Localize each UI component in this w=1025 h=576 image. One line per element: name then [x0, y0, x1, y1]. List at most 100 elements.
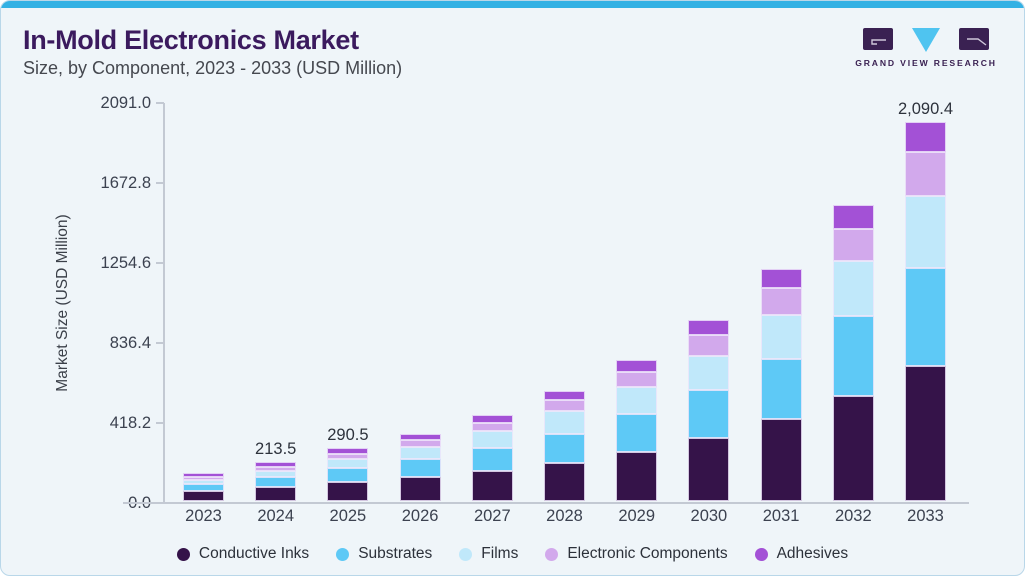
bar-2031 — [760, 269, 802, 501]
bar-2033-conductive-inks — [905, 366, 946, 501]
bar-2029-substrates — [616, 414, 658, 453]
y-tick-label-2091.0: 2091.0 — [100, 94, 151, 112]
bar-2025 — [327, 448, 369, 501]
bar-2032-substrates — [832, 316, 874, 397]
bar-2025-substrates — [327, 468, 369, 483]
bar-2031-adhesives — [760, 269, 802, 289]
legend: Conductive Inks Substrates Films Electronic… — [1, 545, 1024, 563]
bar-2032 — [832, 204, 874, 501]
x-tick-label-2024: 2024 — [257, 507, 295, 525]
x-tick-label-2026: 2026 — [401, 507, 439, 525]
x-tick-label-2023: 2023 — [185, 507, 222, 525]
chart-subtitle: Size, by Component, 2023 - 2033 (USD Mil… — [23, 58, 403, 78]
logo-v-icon — [912, 28, 940, 52]
legend-item-films: Films — [459, 545, 518, 563]
bar-2026-conductive-inks — [399, 477, 441, 501]
bar-2032-electronic-components — [832, 228, 874, 261]
gvr-logo: GRAND VIEW RESEARCH — [855, 28, 997, 68]
bar-2025-conductive-inks — [327, 482, 369, 501]
y-axis-line — [163, 103, 165, 503]
bar-2030-electronic-components — [688, 335, 730, 356]
bar-2026-films — [399, 447, 441, 460]
bar-2033 — [905, 121, 946, 501]
bar-2023-adhesives — [183, 473, 224, 477]
bar-2029 — [616, 359, 658, 501]
bar-2026-electronic-components — [399, 439, 441, 448]
bar-2033-adhesives — [905, 121, 946, 152]
bar-value-label-2024: 213.5 — [255, 440, 297, 459]
bar-2024-electronic-components — [255, 467, 297, 472]
bar-2027-electronic-components — [471, 422, 513, 432]
y-tick-mark-1672.8 — [156, 182, 164, 184]
bar-2023-substrates — [183, 484, 224, 492]
bar-2028-adhesives — [544, 390, 585, 401]
x-tick-label-2032: 2032 — [834, 507, 872, 525]
y-tick-label-836.4: 836.4 — [109, 334, 151, 352]
bar-2023-electronic-components — [183, 476, 224, 481]
bar-2025-films — [327, 459, 369, 469]
legend-label: Substrates — [358, 545, 433, 562]
bar-2025-adhesives — [327, 448, 369, 454]
bar-2032-films — [832, 260, 874, 317]
bar-2029-conductive-inks — [616, 452, 658, 501]
y-tick-mark-836.4 — [156, 342, 164, 344]
bar-2028-electronic-components — [544, 400, 585, 412]
bar-2030-films — [688, 355, 730, 390]
logo-r-icon — [959, 28, 989, 50]
bar-2024-films — [255, 471, 297, 477]
bar-2023-films — [183, 480, 224, 485]
card-accent-bar — [1, 1, 1024, 8]
x-axis-line — [123, 502, 969, 504]
bar-2031-films — [760, 314, 802, 359]
bar-2033-substrates — [905, 268, 946, 367]
x-tick-label-2027: 2027 — [473, 507, 511, 525]
bar-2031-electronic-components — [760, 288, 802, 315]
legend-label: Films — [481, 545, 519, 562]
bar-2027 — [471, 414, 513, 501]
bar-2033-electronic-components — [905, 151, 946, 196]
y-tick-label-1254.6: 1254.6 — [100, 254, 151, 272]
bar-2030-conductive-inks — [688, 438, 730, 501]
y-axis-title: Market Size (USD Million) — [54, 214, 71, 392]
legend-label: Adhesives — [776, 545, 849, 562]
bar-2032-conductive-inks — [832, 396, 874, 501]
legend-label: Electronic Components — [567, 545, 728, 562]
bar-2023-conductive-inks — [183, 491, 224, 501]
legend-dot-icon — [176, 547, 190, 561]
legend-dot-icon — [459, 547, 473, 561]
bar-2028 — [544, 390, 585, 501]
bar-2026 — [399, 433, 441, 501]
y-tick-label-418.2: 418.2 — [109, 414, 151, 432]
logo-shapes — [863, 28, 989, 52]
x-tick-label-2025: 2025 — [329, 507, 367, 525]
legend-label: Conductive Inks — [198, 545, 310, 562]
bar-2024 — [255, 462, 297, 501]
legend-dot-icon — [545, 547, 559, 561]
bar-2033-films — [905, 195, 946, 269]
bar-2023 — [183, 473, 224, 501]
bar-2026-adhesives — [399, 433, 441, 440]
bar-2030-adhesives — [688, 320, 730, 336]
bar-2029-adhesives — [616, 359, 658, 372]
bar-2025-electronic-components — [327, 453, 369, 460]
bar-2028-substrates — [544, 433, 585, 463]
bar-2031-substrates — [760, 358, 802, 419]
bar-2028-films — [544, 411, 585, 434]
legend-dot-icon — [754, 547, 768, 561]
legend-item-electronic-components: Electronic Components — [545, 545, 728, 563]
y-tick-label-1672.8: 1672.8 — [100, 174, 151, 192]
bar-2030-substrates — [688, 389, 730, 439]
bar-2024-adhesives — [255, 462, 297, 468]
logo-text: GRAND VIEW RESEARCH — [855, 58, 997, 68]
bar-2027-adhesives — [471, 414, 513, 423]
bar-2024-substrates — [255, 476, 297, 488]
y-tick-mark-1254.6 — [156, 262, 164, 264]
y-tick-mark-418.2 — [156, 422, 164, 424]
y-tick-mark-2091.0 — [156, 102, 164, 104]
bar-2027-films — [471, 431, 513, 449]
page-title: In-Mold Electronics Market — [23, 25, 359, 55]
bar-value-label-2025: 290.5 — [327, 426, 369, 445]
logo-g-icon — [863, 28, 893, 50]
bar-2024-conductive-inks — [255, 487, 297, 501]
